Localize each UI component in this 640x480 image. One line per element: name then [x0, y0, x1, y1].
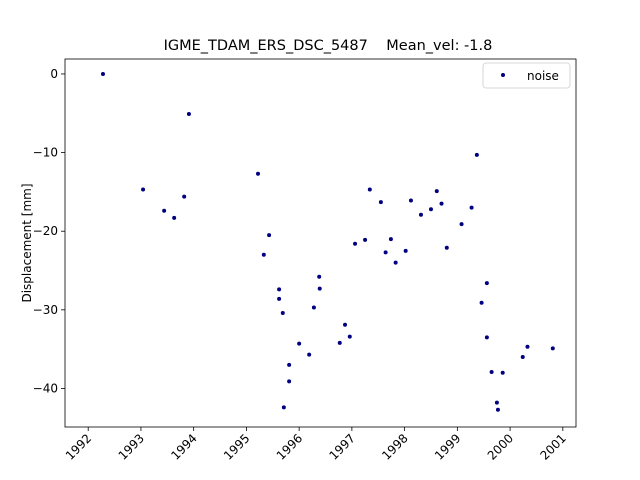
data-point: [408, 198, 413, 203]
data-point: [393, 260, 398, 265]
data-point: [434, 189, 439, 194]
data-point: [317, 274, 322, 279]
data-point: [474, 152, 479, 157]
data-point: [439, 201, 444, 206]
data-point: [484, 281, 489, 286]
data-point: [403, 248, 408, 253]
chart-title: IGME_TDAM_ERS_DSC_5487 Mean_vel: -1.8: [164, 38, 493, 54]
data-point: [484, 335, 489, 340]
data-point: [388, 237, 393, 242]
data-point: [100, 71, 105, 76]
data-point: [162, 208, 167, 213]
data-point: [494, 400, 499, 405]
data-point: [186, 112, 191, 117]
data-point: [500, 370, 505, 375]
y-tick-label: 0: [50, 67, 58, 81]
data-point: [489, 369, 494, 374]
data-point: [520, 355, 525, 360]
data-point: [172, 215, 177, 220]
data-point: [367, 187, 372, 192]
y-axis-label: Displacement [mm]: [20, 183, 34, 302]
data-point: [297, 341, 302, 346]
data-point: [459, 222, 464, 227]
data-point: [337, 340, 342, 345]
data-point: [418, 212, 423, 217]
data-point: [428, 207, 433, 212]
data-point: [525, 344, 530, 349]
data-point: [182, 194, 187, 199]
data-point: [383, 250, 388, 255]
data-point: [444, 245, 449, 250]
data-point: [307, 352, 312, 357]
data-point: [343, 322, 348, 327]
legend-marker: [501, 73, 505, 77]
data-point: [378, 200, 383, 205]
data-point: [287, 379, 292, 384]
plot-frame: [64, 58, 577, 428]
data-point: [550, 346, 555, 351]
data-point: [281, 405, 286, 410]
data-point: [347, 334, 352, 339]
data-point: [479, 300, 484, 305]
data-point: [353, 241, 358, 246]
data-point: [495, 407, 500, 412]
data-point: [280, 310, 285, 315]
data-point: [311, 305, 316, 310]
data-point: [317, 286, 322, 291]
data-point: [277, 296, 282, 301]
data-point: [287, 362, 292, 367]
data-point: [261, 252, 266, 257]
y-tick-label: −30: [33, 303, 58, 317]
legend-box: [482, 62, 571, 89]
data-point: [277, 287, 282, 292]
y-tick-label: −20: [33, 224, 58, 238]
y-tick-label: −10: [33, 146, 58, 160]
data-point: [363, 237, 368, 242]
legend-label: noise: [527, 69, 559, 83]
y-tick-label: −40: [33, 381, 58, 395]
data-point: [141, 187, 146, 192]
data-point: [267, 233, 272, 238]
data-point: [256, 171, 261, 176]
data-point: [469, 205, 474, 210]
